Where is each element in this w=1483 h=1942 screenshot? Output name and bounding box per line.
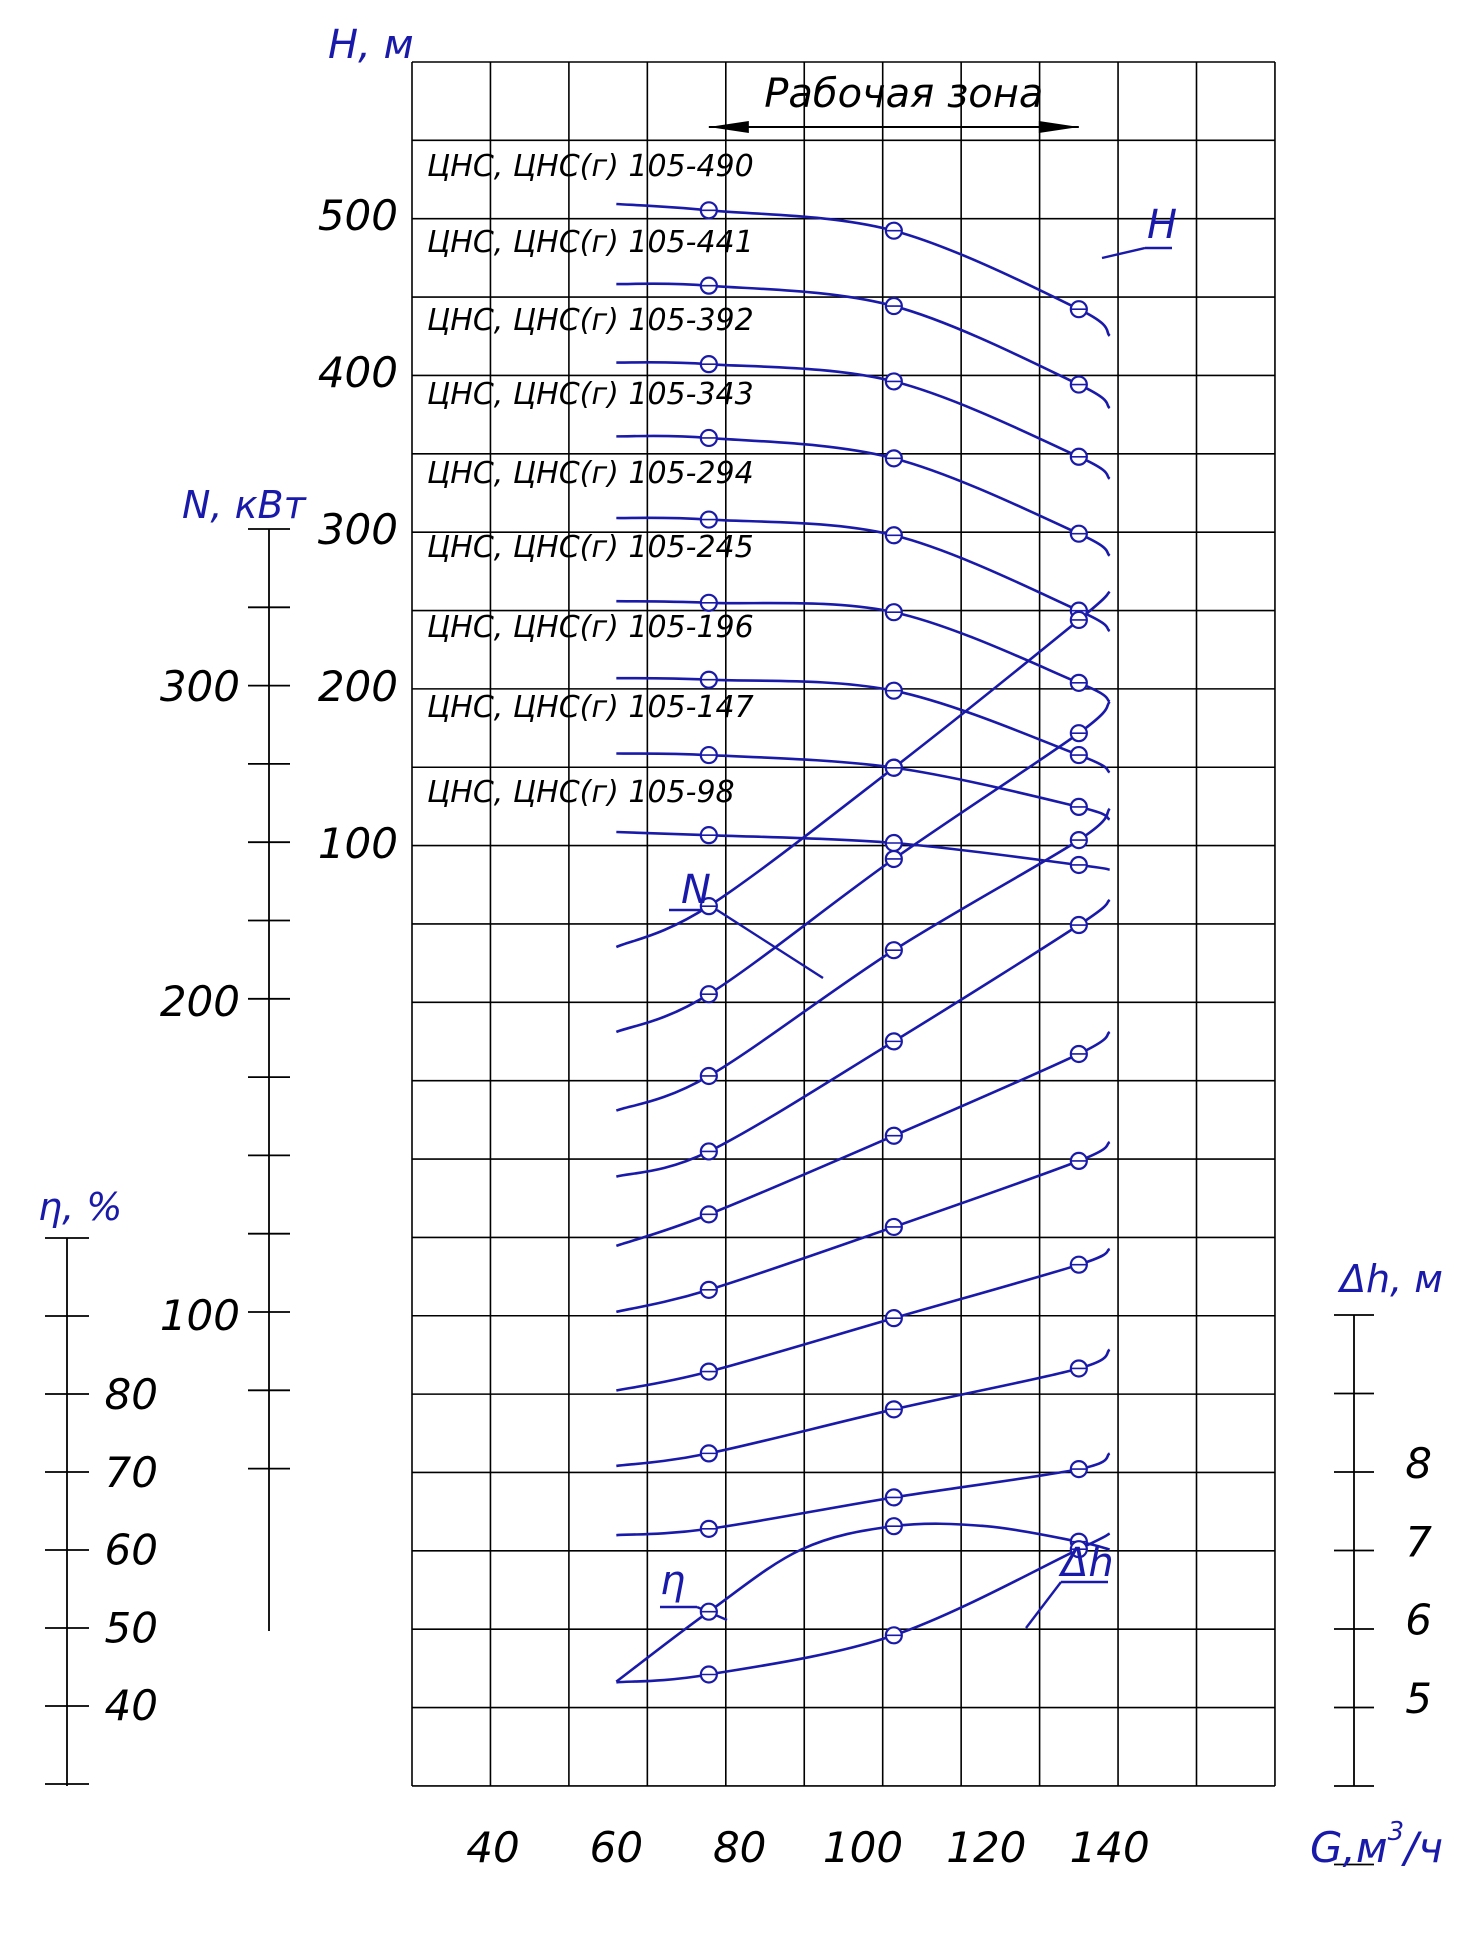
working-zone-label: Рабочая зона bbox=[764, 71, 1043, 117]
n-curve-105-245 bbox=[616, 1140, 1111, 1314]
n-curve-105-98 bbox=[616, 1452, 1111, 1537]
eta-tick-label: 70 bbox=[105, 1448, 158, 1497]
eta-tick-label: 60 bbox=[105, 1526, 158, 1575]
n-curve-105-196 bbox=[616, 1247, 1111, 1392]
working-zone-arrow-right bbox=[1038, 121, 1079, 133]
n-curve-105-343 bbox=[615, 898, 1111, 1178]
n-axis-label: N, кВт bbox=[182, 483, 308, 527]
h-tick-label: 200 bbox=[318, 662, 398, 711]
h-curve-label-leader bbox=[1101, 246, 1146, 260]
h-tick-label: 400 bbox=[318, 348, 398, 397]
dh-curve-label: Δh bbox=[1058, 1540, 1114, 1586]
model-label: ЦНС, ЦНС(г) 105-294 bbox=[427, 456, 754, 491]
eta-tick-label: 50 bbox=[105, 1603, 158, 1652]
model-label: ЦНС, ЦНС(г) 105-343 bbox=[427, 377, 754, 412]
eta-curve bbox=[615, 1522, 1111, 1683]
n-curve-105-294 bbox=[615, 1030, 1111, 1248]
h-curve-label: H bbox=[1147, 202, 1177, 248]
working-zone-arrow-left bbox=[708, 121, 749, 133]
chart-grid bbox=[411, 61, 1276, 1787]
h-tick-label: 100 bbox=[318, 819, 398, 868]
n-curve-105-392 bbox=[615, 807, 1111, 1112]
h-tick-label: 500 bbox=[318, 191, 398, 240]
eta-tick-label: 40 bbox=[105, 1681, 158, 1730]
dh-tick-label: 7 bbox=[1405, 1517, 1432, 1566]
n-curve-label-leader bbox=[716, 908, 824, 980]
dh-axis-label: Δh, м bbox=[1337, 1257, 1443, 1301]
n-tick-label: 200 bbox=[160, 977, 240, 1026]
dh-tick-label: 5 bbox=[1405, 1674, 1432, 1723]
x-tick-label: 40 bbox=[466, 1823, 519, 1872]
model-label: ЦНС, ЦНС(г) 105-98 bbox=[427, 775, 735, 810]
x-tick-label: 120 bbox=[946, 1823, 1026, 1872]
dh-curve-label-leader bbox=[1025, 1581, 1062, 1629]
dh-tick-label: 6 bbox=[1405, 1596, 1432, 1645]
x-tick-label: 140 bbox=[1070, 1823, 1150, 1872]
model-label: ЦНС, ЦНС(г) 105-196 bbox=[427, 610, 754, 645]
n-tick-label: 300 bbox=[160, 662, 240, 711]
h-tick-label: 300 bbox=[318, 505, 398, 554]
eta-axis-label: η, % bbox=[38, 1185, 122, 1229]
h-axis-label: Н, м bbox=[328, 22, 414, 68]
dh-tick-label: 8 bbox=[1405, 1439, 1432, 1488]
x-axis-label-main: G,м bbox=[1310, 1823, 1388, 1872]
x-tick-label: 80 bbox=[713, 1823, 766, 1872]
x-tick-label: 100 bbox=[823, 1823, 903, 1872]
n-curve-105-147 bbox=[616, 1348, 1111, 1468]
chart-text: 5004003002001003002001008070605040876540… bbox=[38, 22, 1443, 1872]
x-tick-label: 60 bbox=[590, 1823, 643, 1872]
model-label: ЦНС, ЦНС(г) 105-245 bbox=[427, 530, 754, 565]
chart-markers bbox=[699, 201, 1088, 1684]
h-curve-105-98 bbox=[616, 830, 1110, 871]
model-label: ЦНС, ЦНС(г) 105-441 bbox=[427, 225, 754, 260]
n-curve-label: N bbox=[681, 867, 711, 913]
eta-tick-label: 80 bbox=[105, 1370, 158, 1419]
x-axis-label-tail: /ч bbox=[1400, 1823, 1443, 1872]
model-label: ЦНС, ЦНС(г) 105-147 bbox=[427, 690, 754, 725]
x-axis-label: G,м3/ч bbox=[1310, 1817, 1443, 1872]
chart-axes bbox=[45, 121, 1374, 1866]
model-label: ЦНС, ЦНС(г) 105-392 bbox=[427, 303, 754, 338]
model-label: ЦНС, ЦНС(г) 105-490 bbox=[427, 149, 754, 184]
n-tick-label: 100 bbox=[160, 1291, 240, 1340]
eta-curve-label: η bbox=[660, 1558, 685, 1604]
x-axis-label-sup: 3 bbox=[1388, 1817, 1405, 1847]
